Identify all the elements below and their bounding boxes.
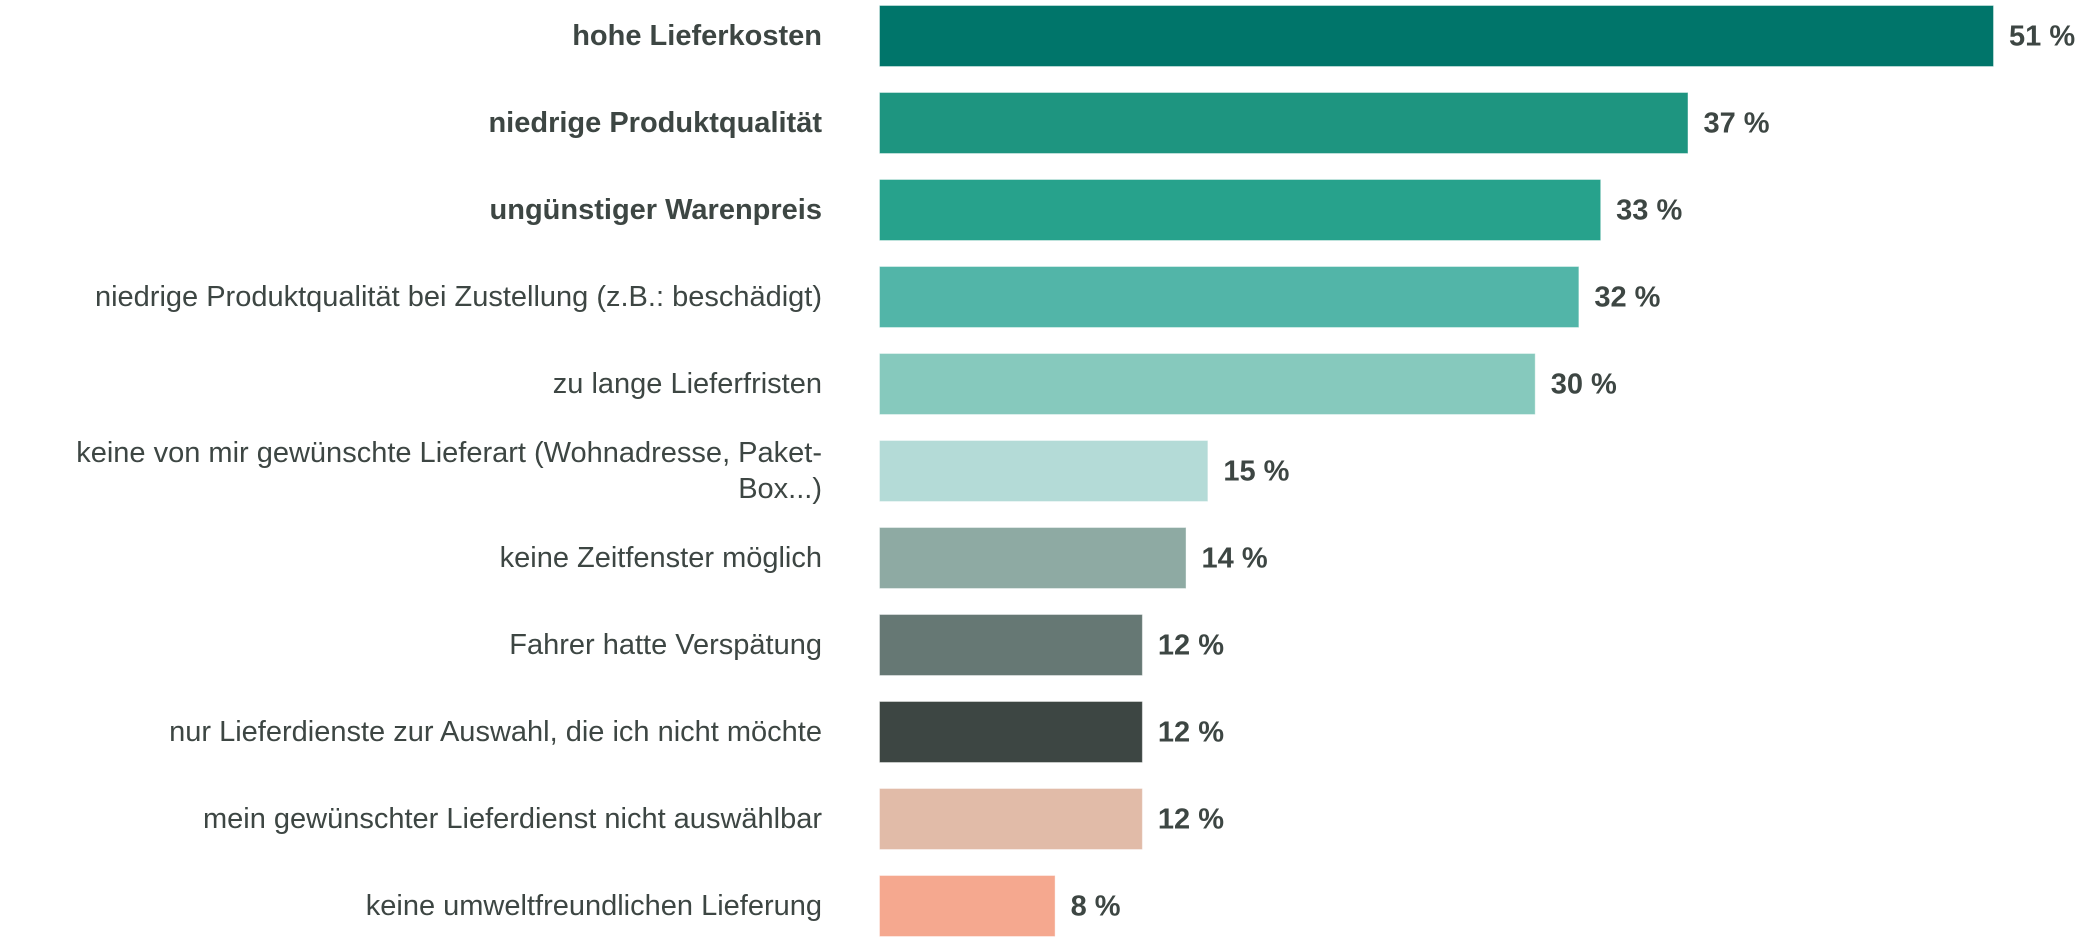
category-text: keine Zeitfenster möglich (499, 542, 822, 574)
category-text: nur Lieferdienste zur Auswahl, die ich n… (169, 716, 822, 748)
value-label: 15 % (1223, 456, 1289, 488)
category-label: zu lange Lieferfristen (0, 342, 822, 426)
value-label: 12 % (1158, 717, 1224, 749)
value-label: 32 % (1594, 282, 1660, 314)
category-text: hohe Lieferkosten (572, 20, 822, 52)
bar (879, 875, 1056, 937)
bar (879, 527, 1187, 589)
category-label: mein gewünschter Lieferdienst nicht ausw… (0, 777, 822, 861)
value-label: 12 % (1158, 804, 1224, 836)
category-text: keine umweltfreundlichen Lieferung (365, 890, 822, 922)
category-text: Fahrer hatte Verspätung (509, 629, 822, 661)
bar (879, 92, 1688, 154)
bar (879, 440, 1208, 502)
bar (879, 788, 1143, 850)
value-label: 51 % (2009, 21, 2075, 53)
bar (879, 614, 1143, 676)
value-label: 37 % (1703, 108, 1769, 140)
category-text: ungünstiger Warenpreis (489, 194, 822, 226)
bar (879, 179, 1601, 241)
category-label: Fahrer hatte Verspätung (0, 603, 822, 687)
bar (879, 353, 1536, 415)
category-text: niedrige Produktqualität bei Zustellung … (94, 281, 822, 313)
category-label: niedrige Produktqualität (0, 81, 822, 165)
category-label: ungünstiger Warenpreis (0, 168, 822, 252)
bar (879, 266, 1579, 328)
value-label: 12 % (1158, 630, 1224, 662)
value-label: 8 % (1071, 891, 1121, 923)
category-label: keine Zeitfenster möglich (0, 516, 822, 600)
bar (879, 5, 1994, 67)
category-label: niedrige Produktqualität bei Zustellung … (0, 255, 822, 339)
category-label: nur Lieferdienste zur Auswahl, die ich n… (0, 690, 822, 774)
category-text: zu lange Lieferfristen (552, 368, 822, 400)
bar (879, 701, 1143, 763)
value-label: 33 % (1616, 195, 1682, 227)
category-label: keine umweltfreundlichen Lieferung (0, 864, 822, 938)
category-text: keine von mir gewünschte Lieferart (Wohn… (76, 437, 822, 505)
value-label: 14 % (1202, 543, 1268, 575)
category-text: niedrige Produktqualität (488, 107, 822, 139)
category-label: hohe Lieferkosten (0, 0, 822, 78)
value-label: 30 % (1551, 369, 1617, 401)
category-text: mein gewünschter Lieferdienst nicht ausw… (202, 803, 822, 835)
category-label: keine von mir gewünschte Lieferart (Wohn… (0, 429, 822, 513)
